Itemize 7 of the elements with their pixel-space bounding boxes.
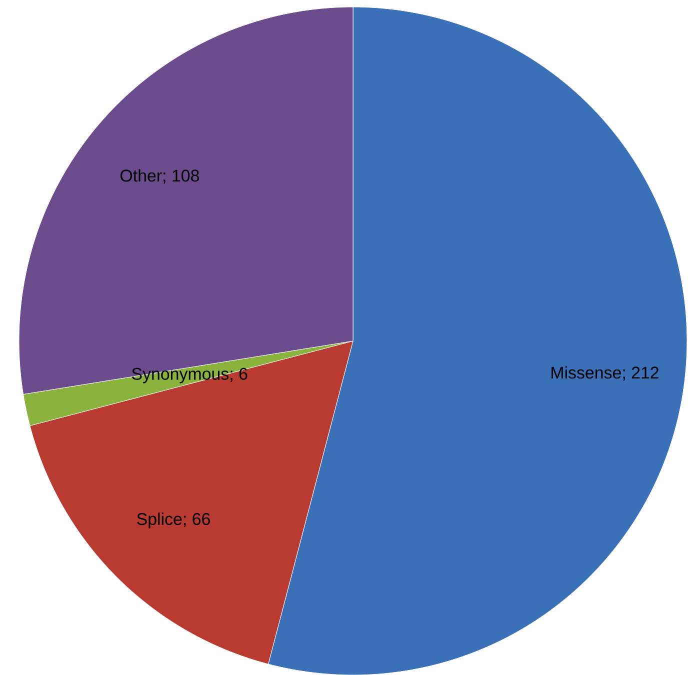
- slice-label: Splice: [137, 512, 182, 528]
- data-label: ; 66: [184, 513, 210, 528]
- slice-label: Missense: [552, 366, 621, 379]
- data-label: ; 212: [623, 366, 658, 381]
- data-label: ; 6: [230, 368, 248, 382]
- data-label: ; 108: [164, 170, 199, 184]
- slice-label: Other: [120, 169, 162, 182]
